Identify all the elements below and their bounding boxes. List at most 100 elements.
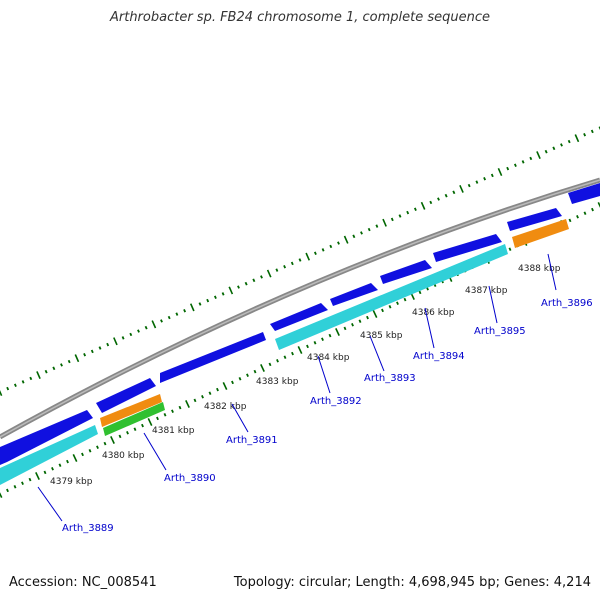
scale-dot: [328, 333, 332, 338]
scale-dot: [167, 315, 171, 320]
scale-dot: [198, 302, 202, 306]
scale-dot: [313, 251, 317, 255]
scale-dot: [313, 341, 317, 345]
genome-summary-text: Topology: circular; Length: 4,698,945 bp…: [233, 575, 591, 590]
scale-dot: [21, 481, 24, 485]
scale-dot: [238, 377, 242, 381]
scale-dot: [113, 337, 118, 346]
scale-dot: [321, 248, 325, 252]
scale-dot: [193, 398, 197, 403]
scale-dot: [21, 380, 25, 384]
scale-dot: [201, 395, 204, 399]
scale-dot: [126, 431, 129, 435]
scale-dot: [253, 369, 257, 374]
scale-dot: [213, 295, 217, 299]
scale-dot: [129, 332, 133, 337]
scale-dot: [506, 166, 510, 171]
forward-cds-track: [0, 183, 600, 465]
gene-label[interactable]: Arth_3891: [226, 435, 278, 446]
scale-dot: [560, 143, 563, 147]
scale-dot: [260, 275, 263, 279]
scale-dot: [597, 202, 600, 208]
cds-forward-7[interactable]: [433, 234, 502, 262]
cds-forward-1[interactable]: [0, 410, 93, 465]
outer-dotted-scale: [0, 126, 600, 397]
scale-dot: [43, 470, 47, 475]
orange-feature-2[interactable]: [512, 219, 569, 248]
cds-reverse-2[interactable]: [275, 244, 508, 350]
tick-label: 4383 kbp: [256, 377, 299, 387]
genome-backbone-highlight: [0, 179, 600, 438]
green-feature-1[interactable]: [103, 402, 165, 436]
scale-dot: [583, 133, 587, 137]
cds-forward-3[interactable]: [160, 332, 266, 383]
scale-dot: [13, 485, 17, 489]
gene-labels: Arth_3889 Arth_3890 Arth_3891 Arth_3892 …: [62, 298, 593, 534]
scale-dot: [110, 436, 115, 444]
scale-dot: [321, 337, 324, 341]
scale-dot: [283, 355, 287, 359]
gene-label[interactable]: Arth_3896: [541, 298, 593, 309]
scale-dot: [13, 383, 17, 387]
gene-label[interactable]: Arth_3895: [474, 326, 526, 337]
scale-dot: [151, 320, 157, 329]
scale-dot: [329, 244, 333, 249]
scale-dot: [390, 217, 394, 222]
scale-dot: [244, 281, 248, 286]
scale-dot: [298, 258, 302, 262]
scale-dot: [406, 210, 410, 215]
gene-label[interactable]: Arth_3892: [310, 396, 362, 407]
scale-dot: [44, 369, 48, 374]
scale-dot: [96, 445, 99, 449]
scale-dot: [208, 391, 212, 395]
scale-dot: [536, 151, 541, 160]
scale-dot: [381, 308, 384, 313]
cds-forward-4[interactable]: [270, 303, 328, 331]
scale-dot: [574, 134, 580, 143]
scale-dot: [590, 129, 594, 134]
scale-dot: [60, 363, 63, 367]
gene-label[interactable]: Arth_3894: [413, 351, 465, 362]
scale-dot: [144, 325, 148, 330]
cds-reverse-1[interactable]: [0, 425, 98, 485]
cds-forward-8[interactable]: [507, 208, 562, 231]
cds-forward-2[interactable]: [96, 378, 156, 413]
scale-dot: [29, 376, 33, 381]
scale-dot: [160, 319, 163, 323]
scale-dot: [178, 405, 182, 410]
scale-dot: [228, 286, 234, 295]
gene-label[interactable]: Arth_3889: [62, 523, 114, 534]
tick-label: 4382 kbp: [204, 402, 247, 412]
gene-label-leaders: [37, 253, 557, 522]
leader-line: [231, 403, 249, 433]
gene-label[interactable]: Arth_3890: [164, 473, 216, 484]
scale-dot: [121, 336, 125, 340]
scale-dot: [403, 297, 407, 302]
scale-dot: [0, 389, 3, 397]
scale-tick-labels: 4379 kbp 4380 kbp 4381 kbp 4382 kbp 4383…: [50, 264, 561, 487]
scale-dot: [260, 364, 265, 372]
tick-label: 4380 kbp: [102, 451, 145, 461]
scale-dot: [6, 386, 10, 391]
scale-dot: [98, 346, 102, 350]
scale-dot: [352, 234, 356, 239]
scale-dot: [81, 452, 84, 457]
scale-dot: [268, 362, 272, 367]
orange-feature-1[interactable]: [100, 394, 162, 427]
gene-label[interactable]: Arth_3893: [364, 373, 416, 384]
cds-forward-5[interactable]: [330, 283, 378, 306]
leader-line: [317, 355, 331, 394]
scale-dot: [83, 353, 87, 357]
scale-dot: [35, 472, 40, 480]
tick-label: 4388 kbp: [518, 264, 561, 274]
cds-forward-9[interactable]: [568, 183, 600, 204]
scale-dot: [420, 201, 426, 210]
scale-dot: [529, 156, 533, 161]
cds-forward-6[interactable]: [380, 260, 432, 284]
scale-dot: [133, 427, 137, 431]
scale-dot: [306, 344, 309, 349]
scale-dot: [552, 146, 556, 151]
inner-dotted-scale: [0, 202, 600, 498]
leader-line: [37, 486, 63, 522]
